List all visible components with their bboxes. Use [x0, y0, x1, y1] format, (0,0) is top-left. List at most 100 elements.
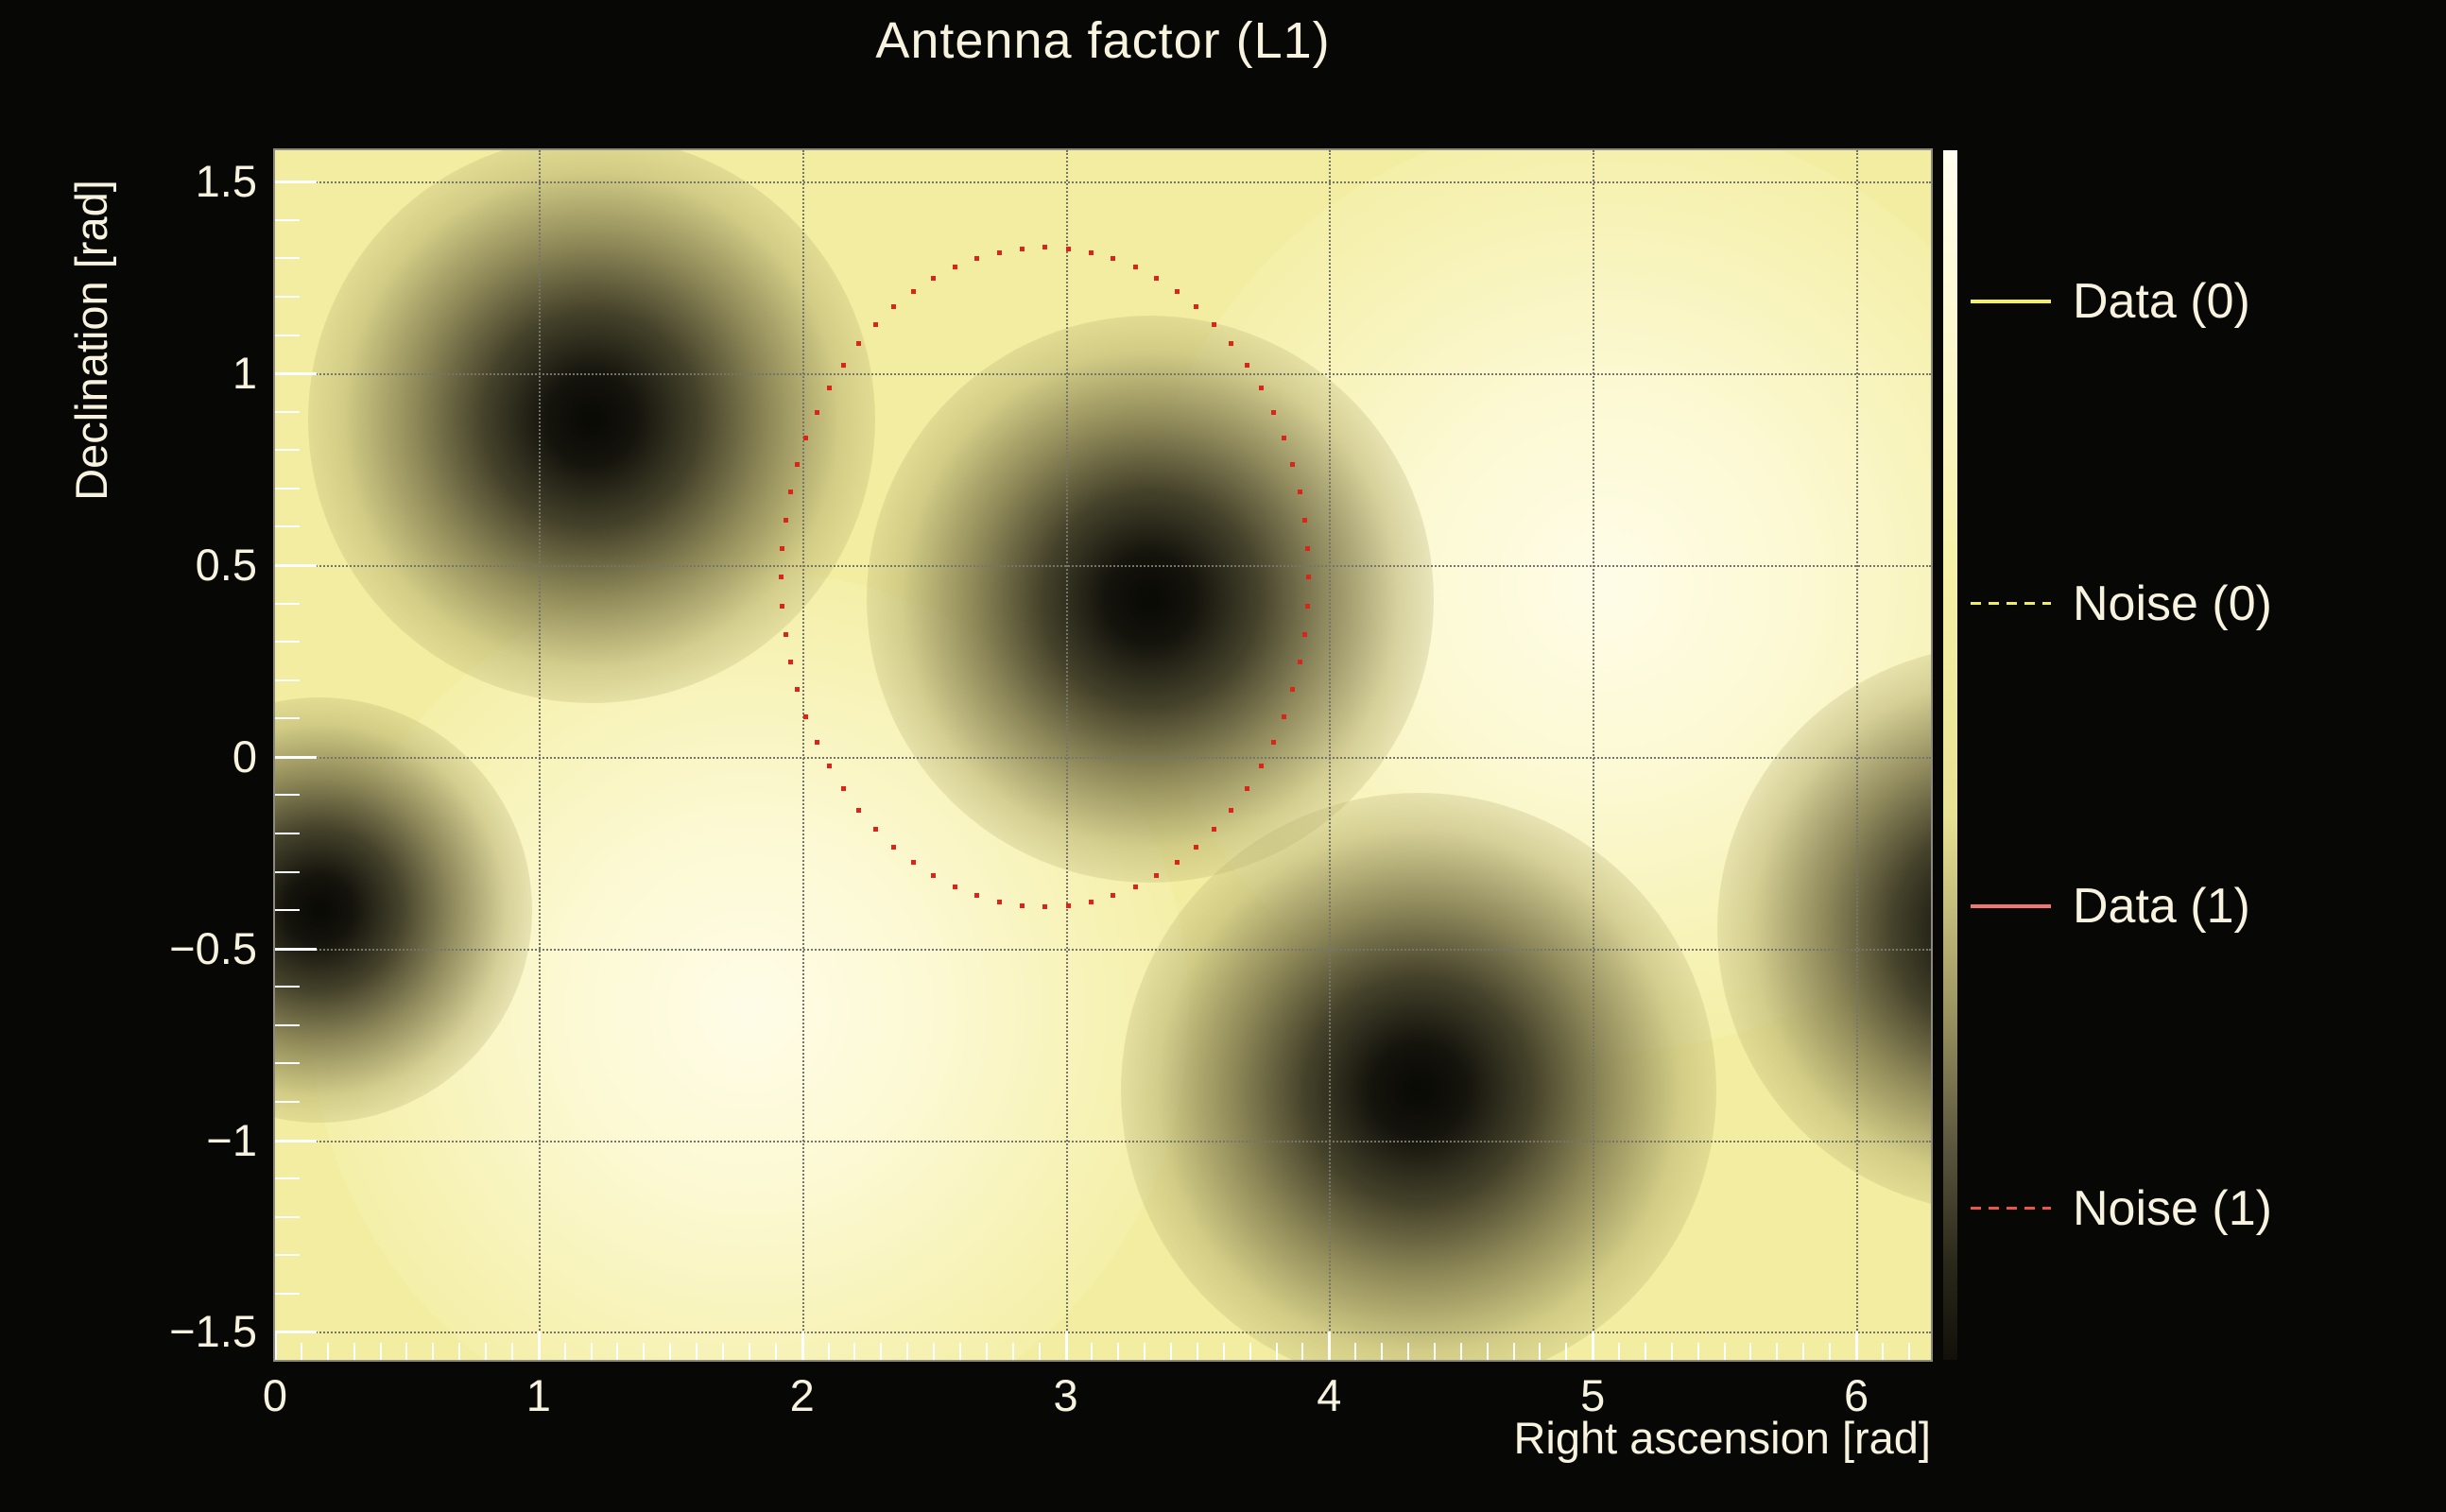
noise-ellipse-dot	[996, 899, 1002, 904]
x-major-tick	[275, 1332, 277, 1360]
noise-ellipse-dot	[1194, 844, 1199, 850]
y-minor-tick	[275, 794, 300, 797]
x-minor-tick	[1459, 1343, 1462, 1360]
noise-ellipse-dot	[840, 786, 846, 792]
gridline-horizontal	[275, 181, 1931, 184]
y-minor-tick	[275, 410, 300, 413]
gridline-vertical	[801, 150, 804, 1360]
x-minor-tick	[958, 1343, 961, 1360]
antenna-minimum-blob	[866, 316, 1434, 884]
x-minor-tick	[906, 1343, 909, 1360]
gridline-vertical	[1593, 150, 1595, 1360]
y-minor-tick	[275, 717, 300, 720]
x-minor-tick	[643, 1343, 646, 1360]
y-minor-tick	[275, 909, 300, 912]
x-minor-tick	[1776, 1343, 1779, 1360]
x-minor-tick	[1091, 1343, 1094, 1360]
noise-ellipse-dot	[1212, 827, 1217, 833]
noise-ellipse-dot	[1088, 899, 1094, 904]
x-minor-tick	[1512, 1343, 1515, 1360]
x-minor-tick	[379, 1343, 382, 1360]
noise-ellipse-dot	[856, 341, 862, 347]
y-minor-tick	[275, 334, 300, 336]
legend-label: Noise (1)	[2073, 1181, 2272, 1236]
x-tick-label: 6	[1843, 1370, 1869, 1420]
legend-item: Noise (0)	[1971, 547, 2443, 661]
x-minor-tick	[1433, 1343, 1436, 1360]
x-major-tick	[801, 1332, 804, 1360]
x-minor-tick	[1407, 1343, 1409, 1360]
legend-item: Data (1)	[1971, 850, 2443, 963]
antenna-minimum-blob	[307, 150, 875, 703]
gridline-vertical	[1065, 150, 1068, 1360]
noise-ellipse-dot	[795, 461, 801, 467]
x-minor-tick	[1275, 1343, 1278, 1360]
legend-marker-line	[1971, 904, 2051, 908]
x-minor-tick	[1749, 1343, 1752, 1360]
noise-ellipse-dot	[1270, 739, 1276, 745]
y-minor-tick	[275, 1062, 300, 1065]
noise-ellipse-dot	[780, 545, 785, 551]
x-minor-tick	[774, 1343, 777, 1360]
legend-marker-line	[1971, 300, 2051, 303]
x-minor-tick	[300, 1343, 302, 1360]
gridline-horizontal	[275, 948, 1931, 951]
x-minor-tick	[827, 1343, 830, 1360]
x-minor-tick	[880, 1343, 883, 1360]
noise-ellipse-dot	[780, 603, 785, 609]
y-tick-label: −0.5	[169, 922, 257, 973]
x-minor-tick	[669, 1343, 672, 1360]
noise-ellipse-dot	[1154, 275, 1160, 281]
noise-ellipse-dot	[1065, 246, 1071, 251]
x-minor-tick	[1222, 1343, 1225, 1360]
y-tick-label: 1	[232, 348, 257, 399]
noise-ellipse-dot	[795, 687, 801, 693]
noise-ellipse-dot	[787, 489, 793, 494]
noise-ellipse-dot	[1301, 517, 1307, 523]
y-minor-tick	[275, 602, 300, 605]
y-minor-tick	[275, 679, 300, 681]
noise-ellipse-dot	[1088, 249, 1094, 255]
noise-ellipse-dot	[1229, 807, 1234, 813]
y-minor-tick	[275, 487, 300, 490]
noise-ellipse-dot	[931, 275, 937, 281]
noise-ellipse-dot	[1297, 660, 1302, 665]
x-minor-tick	[1170, 1343, 1173, 1360]
noise-ellipse-dot	[910, 860, 916, 866]
x-minor-tick	[1907, 1343, 1910, 1360]
noise-ellipse-dot	[1304, 545, 1310, 551]
y-minor-tick	[275, 641, 300, 644]
noise-ellipse-dot	[1244, 786, 1249, 792]
legend-label: Noise (0)	[2073, 576, 2272, 631]
x-minor-tick	[1038, 1343, 1041, 1360]
x-minor-tick	[722, 1343, 725, 1360]
noise-ellipse-dot	[1065, 902, 1071, 908]
x-tick-label: 5	[1580, 1370, 1606, 1420]
x-minor-tick	[1144, 1343, 1146, 1360]
noise-ellipse-dot	[803, 435, 809, 440]
x-minor-tick	[1670, 1343, 1673, 1360]
noise-ellipse-dot	[1132, 265, 1138, 270]
gridline-horizontal	[275, 564, 1931, 567]
y-minor-tick	[275, 870, 300, 873]
x-minor-tick	[510, 1343, 513, 1360]
gridline-vertical	[538, 150, 541, 1360]
y-tick-label: 0	[232, 730, 257, 782]
noise-ellipse-dot	[974, 893, 980, 899]
y-minor-tick	[275, 257, 300, 260]
noise-ellipse-dot	[1154, 873, 1160, 879]
colorbar	[1943, 150, 1957, 1360]
y-minor-tick	[275, 1254, 300, 1257]
legend-item: Noise (1)	[1971, 1152, 2443, 1265]
x-major-tick	[1592, 1332, 1595, 1360]
y-tick-label: −1	[206, 1114, 257, 1165]
noise-ellipse-dot	[1306, 575, 1312, 580]
x-tick-label: 3	[1053, 1370, 1078, 1420]
noise-ellipse-dot	[1042, 904, 1048, 910]
noise-ellipse-dot	[1258, 764, 1264, 769]
y-minor-tick	[275, 986, 300, 988]
x-major-tick	[1328, 1332, 1332, 1360]
noise-ellipse-dot	[952, 885, 957, 889]
x-minor-tick	[933, 1343, 936, 1360]
noise-ellipse-dot	[840, 362, 846, 368]
